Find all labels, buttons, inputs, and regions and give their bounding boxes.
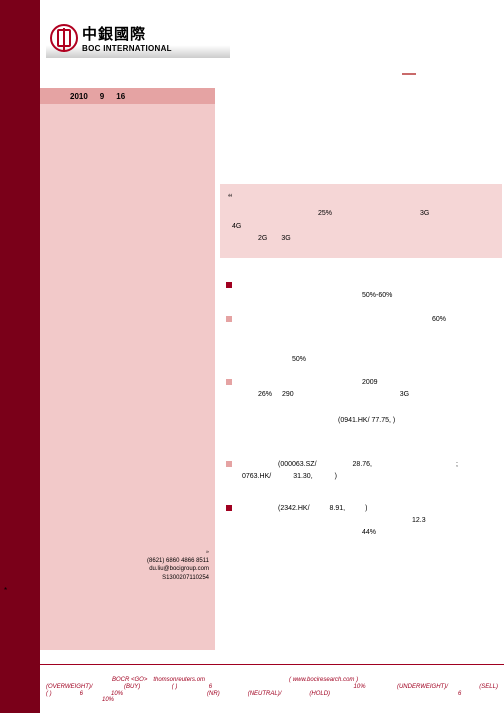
logo-en: BOC INTERNATIONAL [82, 44, 172, 53]
footer-row-4: 10% [102, 697, 498, 703]
bullet-text: (000063.SZ/ 28.76, ; 0763.HK/ 31.30, ) [242, 459, 496, 483]
bullet-icon [226, 282, 234, 302]
bullet-item: (000063.SZ/ 28.76, ; 0763.HK/ 31.30, ) [226, 459, 496, 483]
date-day: 16 [116, 92, 125, 101]
date-bar: 2010 9 16 [40, 88, 215, 104]
bullet-item: 2009 26% 290 3G (0941.HK/ 77.75, ) [226, 377, 496, 427]
bullet-text: 2009 26% 290 3G (0941.HK/ 77.75, ) [242, 377, 496, 427]
highlight-line2: 4G [228, 221, 494, 234]
title-dash-icon [402, 73, 416, 75]
bullet-item: 60% 50% [226, 314, 496, 366]
left-column: 2010 9 16 » (8621) 6860 4866 8511 du.liu… [40, 88, 215, 650]
logo-bar: 中銀國際 BOC INTERNATIONAL [46, 18, 230, 58]
bullet-text: 60% 50% [242, 314, 496, 366]
footer-row-2: (OVERWEIGHT)/ (BUY) ( ) 6 10% (UNDERWEIG… [46, 684, 498, 690]
bullet-list: 50%-60% 60% 50% 2009 26% 290 [220, 280, 502, 539]
footer: BOCR <GO> thomsonreuters.om ( www.bocire… [40, 673, 504, 703]
bullet-text: 50%-60% [242, 280, 496, 302]
footer-row-1: BOCR <GO> thomsonreuters.om ( www.bocire… [46, 677, 498, 683]
contact-email: du.liu@bocigroup.com [40, 565, 209, 573]
bullet-icon [226, 505, 234, 539]
bullet-item: 50%-60% [226, 280, 496, 302]
date-month: 9 [100, 92, 104, 101]
bullet-text: (2342.HK/ 8.91, ) 12.3 44% [242, 503, 496, 539]
contact-phone: (8621) 6860 4866 8511 [40, 557, 209, 565]
boc-logo-icon [50, 24, 78, 52]
footnote-star: * [4, 586, 7, 595]
date-year: 2010 [70, 92, 88, 101]
footer-divider [40, 664, 504, 665]
page: 中銀國際 BOC INTERNATIONAL 2010 9 16 » (8621… [40, 0, 504, 713]
quote-mark: » [40, 548, 209, 556]
highlight-line1: 25% 3G [228, 208, 494, 221]
bullet-item: (2342.HK/ 8.91, ) 12.3 44% [226, 503, 496, 539]
contact-id: S1300207110254 [40, 574, 209, 582]
bullet-icon [226, 316, 234, 366]
open-quote: “ [228, 190, 494, 208]
highlight-line3: 2G 3G [228, 233, 494, 246]
logo-text: 中銀國際 BOC INTERNATIONAL [82, 23, 172, 53]
highlight-box: “ 25% 3G 4G 2G 3G [220, 184, 502, 258]
contact-block: » (8621) 6860 4866 8511 du.liu@bocigroup… [40, 548, 215, 582]
right-column: “ 25% 3G 4G 2G 3G 50%-60% [220, 88, 502, 551]
bullet-icon [226, 379, 234, 427]
bullet-icon [226, 461, 234, 483]
logo-cn: 中銀國際 [82, 23, 172, 44]
